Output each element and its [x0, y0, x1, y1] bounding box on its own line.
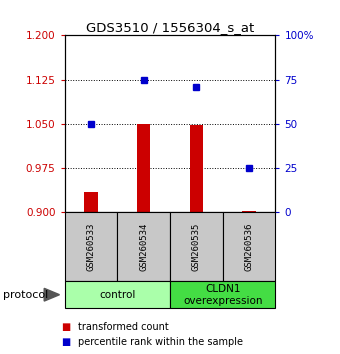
Text: GSM260536: GSM260536 — [244, 223, 254, 271]
Text: control: control — [99, 290, 135, 300]
Text: GSM260533: GSM260533 — [86, 223, 96, 271]
Bar — [84, 192, 98, 212]
Text: ■: ■ — [61, 337, 70, 347]
Text: ■: ■ — [61, 322, 70, 332]
Text: protocol: protocol — [3, 290, 49, 300]
Text: percentile rank within the sample: percentile rank within the sample — [78, 337, 243, 347]
Title: GDS3510 / 1556304_s_at: GDS3510 / 1556304_s_at — [86, 21, 254, 34]
Bar — [137, 124, 150, 212]
Bar — [242, 211, 256, 212]
Text: transformed count: transformed count — [78, 322, 169, 332]
Text: CLDN1
overexpression: CLDN1 overexpression — [183, 284, 262, 306]
Text: GSM260534: GSM260534 — [139, 223, 148, 271]
Bar — [190, 125, 203, 212]
Text: GSM260535: GSM260535 — [192, 223, 201, 271]
